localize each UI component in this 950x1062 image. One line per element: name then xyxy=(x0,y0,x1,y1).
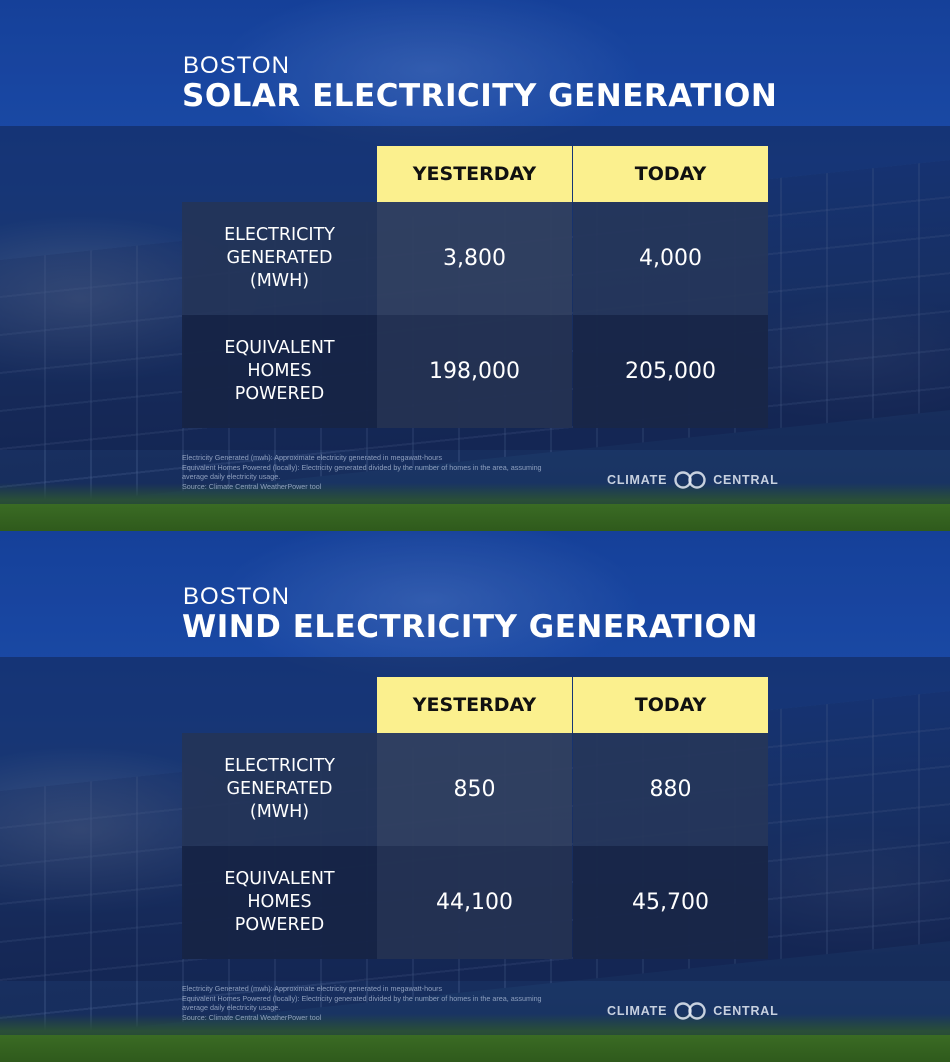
grass-background xyxy=(0,1014,950,1062)
row-label-electricity-generated: ELECTRICITY GENERATED (MWH) xyxy=(182,733,377,846)
column-header-today: TODAY xyxy=(573,146,768,202)
value-homes-today: 45,700 xyxy=(573,846,768,959)
grass-background xyxy=(0,483,950,531)
climate-central-brand: CLIMATE CENTRAL xyxy=(607,1001,779,1021)
row-label-electricity-generated: ELECTRICITY GENERATED (MWH) xyxy=(182,202,377,315)
panel-headline: WIND ELECTRICITY GENERATION xyxy=(182,609,758,645)
value-electricity-today: 4,000 xyxy=(573,202,768,315)
city-label: BOSTON xyxy=(183,52,290,79)
value-electricity-today: 880 xyxy=(573,733,768,846)
footnotes: Electricity Generated (mwh): Approximate… xyxy=(182,984,542,1022)
wind-generation-panel: BOSTON WIND ELECTRICITY GENERATION YESTE… xyxy=(0,531,950,1062)
row-label-equivalent-homes: EQUIVALENT HOMES POWERED xyxy=(182,846,377,959)
value-electricity-yesterday: 850 xyxy=(377,733,572,846)
column-header-yesterday: YESTERDAY xyxy=(377,146,572,202)
city-label: BOSTON xyxy=(183,583,290,610)
value-homes-yesterday: 44,100 xyxy=(377,846,572,959)
generation-table: YESTERDAY TODAY ELECTRICITY GENERATED (M… xyxy=(182,677,768,959)
column-header-yesterday: YESTERDAY xyxy=(377,677,572,733)
panel-headline: SOLAR ELECTRICITY GENERATION xyxy=(182,78,778,114)
climate-central-logo-icon xyxy=(674,471,706,489)
climate-central-logo-icon xyxy=(674,1002,706,1020)
row-label-equivalent-homes: EQUIVALENT HOMES POWERED xyxy=(182,315,377,428)
solar-generation-panel: BOSTON SOLAR ELECTRICITY GENERATION YEST… xyxy=(0,0,950,531)
climate-central-brand: CLIMATE CENTRAL xyxy=(607,470,779,490)
generation-table: YESTERDAY TODAY ELECTRICITY GENERATED (M… xyxy=(182,146,768,428)
value-homes-yesterday: 198,000 xyxy=(377,315,572,428)
footnotes: Electricity Generated (mwh): Approximate… xyxy=(182,453,542,491)
value-electricity-yesterday: 3,800 xyxy=(377,202,572,315)
column-header-today: TODAY xyxy=(573,677,768,733)
value-homes-today: 205,000 xyxy=(573,315,768,428)
